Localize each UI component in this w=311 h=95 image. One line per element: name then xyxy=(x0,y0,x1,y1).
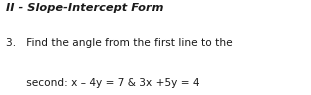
Text: second: x – 4y = 7 & 3x +5y = 4: second: x – 4y = 7 & 3x +5y = 4 xyxy=(6,78,200,88)
Text: 3.   Find the angle from the first line to the: 3. Find the angle from the first line to… xyxy=(6,38,233,48)
Text: II - Slope-Intercept Form: II - Slope-Intercept Form xyxy=(6,3,164,13)
